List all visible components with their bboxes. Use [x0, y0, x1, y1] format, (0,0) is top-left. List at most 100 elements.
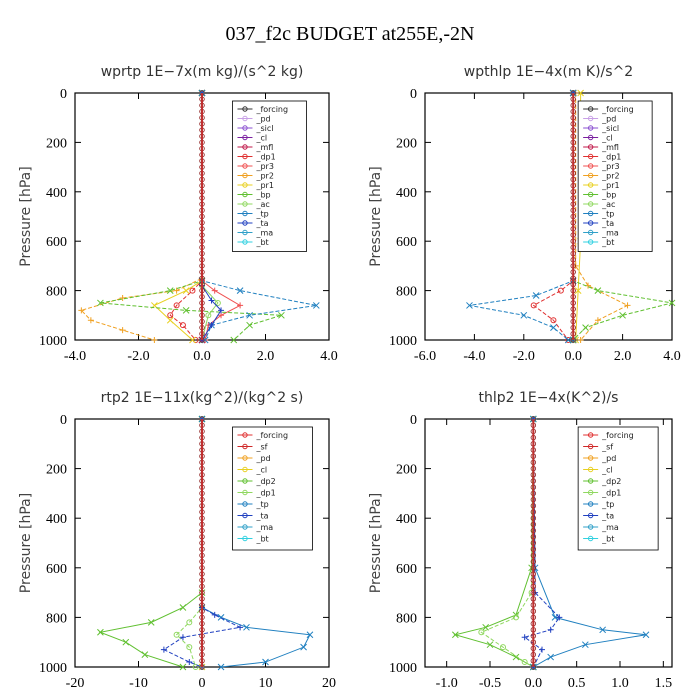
series-marker [482, 623, 490, 631]
series-marker [189, 336, 196, 344]
chart-title: rtp2 1E−11x(kg^2)/(kg^2 s) [101, 390, 304, 406]
series-marker [619, 311, 626, 319]
series-marker [218, 307, 225, 314]
legend-marker [242, 172, 248, 179]
legend-marker [242, 229, 248, 236]
y-tick-label: 0 [60, 413, 67, 428]
legend-marker [242, 182, 248, 188]
series-marker [599, 626, 607, 634]
y-tick-label: 800 [46, 611, 67, 626]
series-marker [186, 659, 193, 666]
legend-marker [587, 163, 594, 169]
series-marker [179, 634, 186, 641]
x-tick-label: 0.0 [564, 349, 582, 364]
legend-label: _ta [601, 219, 614, 228]
x-tick-label: 2.0 [257, 349, 275, 364]
x-tick-label: 0 [199, 676, 206, 691]
series-marker [166, 287, 174, 294]
legend-label: _dp2 [255, 477, 275, 486]
series-marker [246, 321, 253, 329]
legend-marker [242, 455, 248, 461]
y-tick-label: 200 [46, 463, 67, 478]
legend-label: _ma [601, 229, 619, 238]
figure-title: 037_f2c BUDGET at255E,-2N [225, 23, 474, 45]
series-marker [532, 292, 540, 299]
legend-label: _sicl [601, 124, 619, 133]
series-marker [237, 624, 244, 631]
legend-marker [242, 106, 248, 112]
series-marker [119, 327, 126, 334]
legend-label: _ta [255, 219, 268, 228]
legend-label: _tp [601, 210, 614, 219]
series-line-ta [162, 419, 242, 668]
legend-label: _pr3 [255, 162, 273, 171]
legend-marker [587, 489, 594, 496]
series-marker [97, 628, 104, 636]
legend-label: _cl [601, 466, 613, 475]
legend-label: _pd [601, 115, 616, 124]
legend-label: _ma [255, 229, 273, 238]
legend-label: _pr3 [601, 162, 619, 171]
series-marker [512, 653, 520, 661]
legend-marker [242, 210, 248, 217]
legend-label: _forcing [601, 105, 634, 114]
series-line-tp [532, 418, 647, 668]
legend-marker [587, 220, 594, 226]
y-tick-label: 200 [396, 136, 417, 151]
series-line-tp [469, 93, 574, 341]
series-marker [78, 307, 85, 314]
legend-marker [587, 524, 594, 530]
y-tick-label: 600 [46, 235, 67, 250]
series-line-bp [100, 93, 282, 341]
legend-marker [242, 501, 248, 507]
series-marker [642, 631, 650, 639]
y-tick-label: 400 [46, 186, 67, 201]
series-marker [564, 336, 572, 344]
series-marker [581, 641, 589, 649]
series-marker [486, 641, 494, 649]
x-tick-label: 2.0 [614, 349, 632, 364]
legend-marker [242, 153, 248, 160]
legend-marker [242, 220, 248, 226]
chart-title: wprtp 1E−7x(m kg)/(s^2 kg) [101, 64, 304, 80]
x-tick-label: 4.0 [320, 349, 338, 364]
plot-frame [424, 92, 673, 341]
y-tick-label: 600 [396, 235, 417, 250]
legend-label: _mfl [255, 143, 273, 152]
series-marker [262, 658, 269, 666]
series-marker [141, 651, 149, 658]
series-marker [167, 312, 174, 319]
y-tick-label: 1000 [389, 661, 417, 676]
legend-label: _dp2 [601, 477, 621, 486]
y-tick-label: 600 [46, 562, 67, 577]
series-marker [166, 316, 174, 324]
series-line-dp1 [480, 418, 534, 668]
legend-marker [242, 239, 248, 245]
series-marker [582, 324, 589, 332]
chart-panel-3: rtp2 1E−11x(kg^2)/(kg^2 s) Pressure [hPa]… [18, 390, 336, 691]
legend-marker [242, 524, 248, 530]
legend-label: _pd [601, 454, 616, 463]
series-marker [594, 287, 602, 294]
x-tick-label: 0.0 [525, 676, 543, 691]
y-tick-label: 200 [46, 136, 67, 151]
series-marker [147, 619, 155, 626]
series-marker [205, 312, 212, 319]
series-marker [557, 287, 564, 294]
series-marker [246, 311, 253, 319]
series-marker [211, 287, 218, 294]
series-marker [574, 287, 582, 294]
series-line-dp1 [532, 93, 574, 341]
y-tick-label: 600 [396, 562, 417, 577]
legend-marker [587, 432, 594, 438]
series-marker [173, 287, 180, 294]
series-line-ta [523, 418, 560, 668]
legend-marker [587, 125, 594, 131]
legend-label: _pd [255, 115, 270, 124]
legend-label: _bt [255, 535, 268, 544]
series-marker [306, 631, 314, 639]
series-line-dp1 [175, 419, 203, 668]
series-marker [624, 302, 631, 309]
x-tick-label: -4.0 [64, 349, 86, 364]
